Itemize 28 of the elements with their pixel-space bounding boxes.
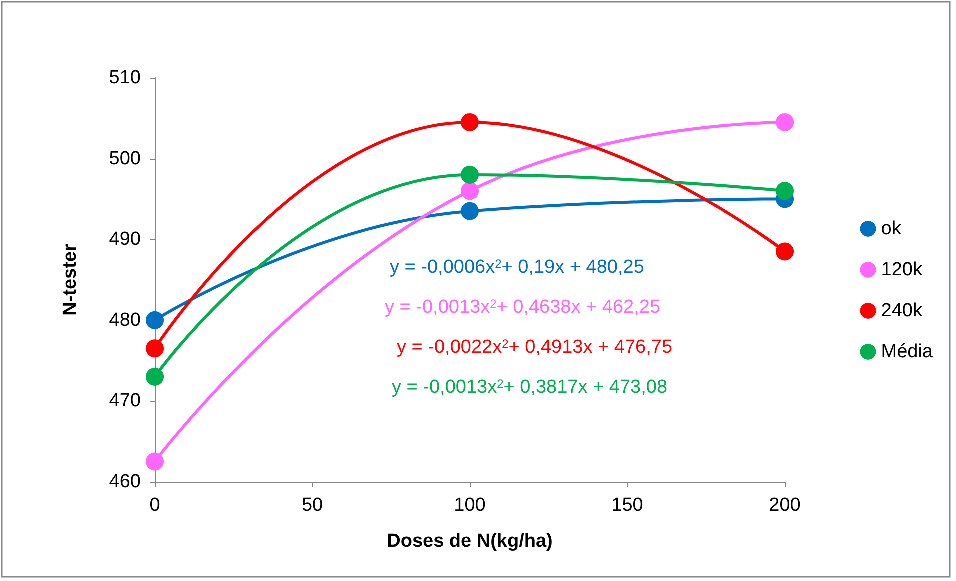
point [146, 452, 164, 471]
x-tick-label: 150 [612, 495, 644, 516]
x-tick-label: 200 [769, 495, 801, 516]
legend-label: 240k [881, 300, 923, 322]
point [776, 113, 794, 132]
legend-label: Média [881, 342, 934, 362]
y-axis-title: N-tester [60, 244, 81, 316]
x-tick-label: 100 [454, 495, 486, 516]
point [776, 182, 794, 200]
y-tick-label: 460 [109, 472, 141, 492]
point [461, 113, 479, 132]
point [776, 242, 794, 261]
y-tick-label: 480 [109, 310, 141, 331]
x-tick-label: 50 [302, 495, 324, 516]
legend-label: 120k [881, 260, 923, 280]
legend-label: ok [881, 218, 902, 240]
x-axis-title: Doses de N(kg/ha) [387, 531, 553, 552]
point [146, 311, 164, 330]
y-tick-label: 500 [109, 148, 141, 170]
y-tick-label: 490 [109, 229, 141, 250]
y-tick-label: 470 [109, 390, 141, 412]
point [461, 166, 479, 184]
point [146, 340, 164, 358]
point [146, 368, 164, 386]
point [461, 182, 479, 200]
y-tick-label: 510 [109, 68, 141, 88]
point [461, 202, 479, 220]
x-tick-label: 0 [150, 495, 160, 516]
